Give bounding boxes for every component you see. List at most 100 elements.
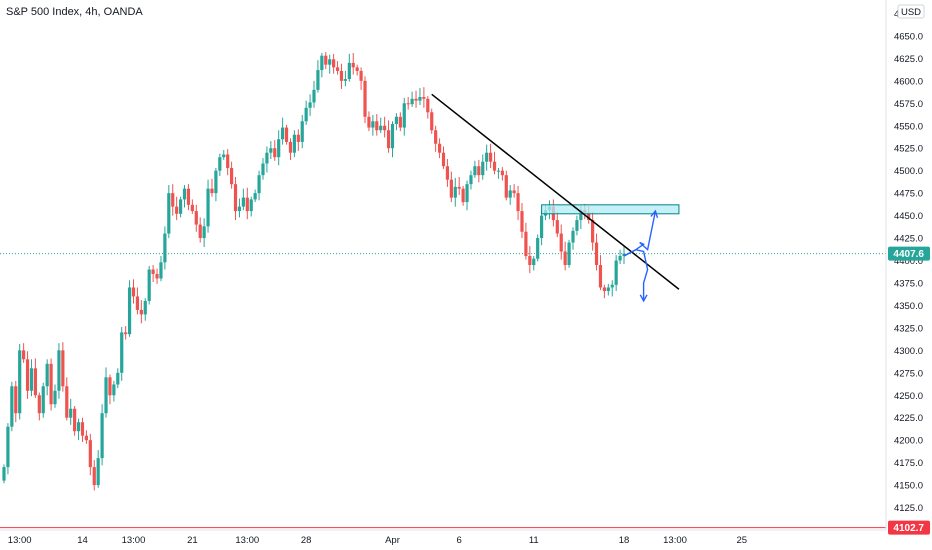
candle: [175, 196, 179, 221]
candle-body: [555, 220, 559, 234]
candle: [406, 97, 410, 110]
candle-body: [186, 188, 191, 205]
candle-body: [45, 363, 49, 387]
candle-body: [477, 166, 481, 176]
candle-body: [147, 269, 151, 301]
candle: [430, 108, 434, 134]
candle-body: [532, 258, 536, 265]
time-tick-label: 25: [736, 535, 747, 546]
projection-down[interactable]: [623, 248, 649, 301]
candle-body: [139, 309, 143, 315]
candle: [465, 180, 469, 211]
candle: [375, 114, 379, 136]
candle-body: [520, 211, 524, 232]
candle-body: [375, 121, 379, 131]
candle: [210, 178, 214, 197]
candle: [536, 234, 540, 262]
price-tick-label: 4500.0: [894, 166, 923, 177]
candle: [135, 287, 140, 315]
time-tick-label: 13:00: [663, 535, 687, 546]
current-price-badge-bg: [888, 246, 930, 261]
candle: [257, 170, 261, 201]
candle-body: [618, 256, 622, 261]
candle-body: [277, 139, 281, 158]
candle: [25, 351, 30, 399]
candle: [445, 159, 450, 187]
candle: [559, 224, 563, 260]
candle-body: [69, 408, 73, 418]
candle-body: [386, 130, 391, 149]
candle: [155, 268, 159, 284]
candle-body: [229, 167, 234, 185]
candle-body: [524, 231, 528, 257]
candle-body: [445, 166, 450, 180]
candle: [618, 249, 622, 265]
candle: [49, 358, 53, 411]
candle-body: [171, 193, 175, 207]
candle-body: [465, 184, 469, 203]
candle: [488, 143, 493, 168]
candle-body: [202, 226, 206, 239]
price-axis[interactable]: 4125.0 4150.0 4175.0 4200.0 4225.0 4250.0 4275…: [888, 9, 930, 535]
price-tick-label: 4425.0: [894, 234, 923, 245]
candle: [214, 167, 218, 202]
candle-body: [210, 188, 214, 194]
candle-body: [6, 426, 10, 468]
candle: [328, 54, 332, 74]
candle: [171, 184, 175, 216]
candle-body: [288, 141, 293, 153]
candle-body: [606, 287, 610, 292]
currency-badge[interactable]: USD: [897, 4, 925, 19]
candle: [116, 368, 120, 389]
candle: [614, 255, 618, 292]
candle-body: [559, 233, 563, 252]
candle-body: [253, 193, 257, 200]
candle-body: [73, 408, 77, 432]
candle: [178, 196, 183, 218]
candle-body: [622, 253, 626, 257]
candle-body: [418, 97, 422, 101]
candle: [453, 177, 457, 207]
candle-body: [457, 186, 461, 189]
candle-body: [449, 179, 453, 198]
candle: [29, 359, 34, 397]
candle: [516, 185, 520, 221]
candle-body: [218, 157, 222, 171]
candle: [567, 239, 571, 268]
candle-body: [29, 368, 34, 391]
candle: [194, 204, 198, 232]
candle: [324, 52, 328, 70]
candle: [167, 185, 171, 239]
trendline[interactable]: [431, 93, 680, 290]
resistance-zone[interactable]: [541, 204, 680, 215]
candle-body: [383, 125, 387, 131]
candle-body: [257, 175, 261, 194]
candle-body: [245, 197, 249, 212]
current-price-badge-label: 4407.6: [893, 249, 924, 260]
candle-body: [591, 220, 595, 243]
candle: [386, 120, 391, 153]
candle-body: [571, 230, 575, 243]
candle: [108, 374, 112, 405]
candle: [2, 464, 6, 484]
candle: [308, 94, 312, 116]
candle-body: [339, 70, 344, 81]
candle-body: [292, 134, 296, 153]
candle: [269, 141, 273, 159]
candle: [524, 222, 528, 260]
candle: [485, 144, 489, 171]
candle: [143, 298, 147, 321]
time-axis[interactable]: 13:00 14 13:00 21 13:00 28 Apr 6 11 18 13:00 25: [8, 535, 747, 546]
candle: [575, 215, 579, 236]
candle: [147, 265, 151, 305]
candle-body: [563, 251, 567, 265]
candle: [33, 358, 37, 398]
candle-body: [49, 363, 53, 405]
candle-body: [241, 197, 245, 207]
candle: [434, 125, 438, 152]
candle: [190, 199, 194, 214]
candle-body: [273, 148, 277, 158]
candle: [504, 170, 508, 201]
candle: [591, 212, 595, 251]
